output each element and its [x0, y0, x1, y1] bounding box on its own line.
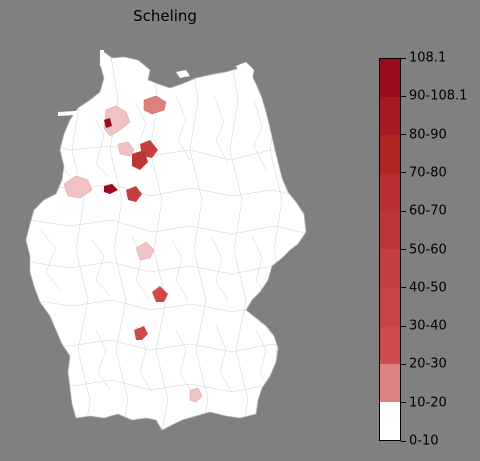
legend-colorbar: [379, 58, 401, 441]
region-wolfsburg: [132, 150, 148, 170]
legend-label: 0-10: [409, 433, 439, 449]
legend-label: 70-80: [409, 165, 447, 181]
legend-swatch: [380, 97, 400, 136]
legend-swatch: [380, 59, 400, 98]
legend-tick: [401, 440, 406, 442]
legend-tick: [401, 402, 406, 404]
legend-label: 60-70: [409, 203, 447, 219]
legend-label: 90-108.1: [409, 88, 468, 104]
legend-tick: [401, 210, 406, 212]
legend-tick: [401, 134, 406, 136]
island-east-frisian: [58, 110, 92, 116]
region-hamburg-west: [103, 105, 131, 137]
region-muenchen-south: [189, 387, 203, 403]
legend-tick: [401, 95, 406, 97]
legend-swatch: [380, 325, 400, 364]
region-fulda: [135, 241, 155, 261]
region-schwerin: [143, 95, 167, 115]
legend-tick: [401, 172, 406, 174]
map-title: Scheling: [133, 7, 197, 25]
legend-label: 20-30: [409, 356, 447, 372]
region-lueneburg: [117, 141, 135, 157]
legend-swatch: [380, 249, 400, 288]
legend-tick: [401, 287, 406, 289]
legend-swatch: [380, 401, 400, 440]
legend-swatch: [380, 211, 400, 250]
germany-outline: [25, 51, 307, 431]
region-hildesheim: [126, 186, 142, 202]
region-osnabrueck: [63, 175, 93, 199]
legend-tick: [401, 363, 406, 365]
legend-tick: [401, 249, 406, 250]
island-ruegen: [236, 62, 254, 80]
region-hamburg-dark: [104, 118, 112, 128]
legend-label: 50-60: [409, 242, 447, 257]
legend-swatch: [380, 173, 400, 212]
legend-swatch: [380, 363, 400, 402]
island-fehmarn: [176, 70, 190, 78]
region-hannover-west: [104, 184, 118, 194]
legend-label: 40-50: [409, 280, 447, 296]
legend-swatch: [380, 287, 400, 326]
region-heilbronn: [134, 326, 148, 340]
legend-label: 80-90: [409, 127, 447, 143]
legend-tick: [401, 325, 406, 327]
legend-label: 30-40: [409, 318, 447, 334]
legend-label: 108.1: [409, 50, 447, 66]
legend-label: 10-20: [409, 395, 447, 411]
legend-swatch: [380, 135, 400, 174]
island-sylt: [100, 50, 104, 68]
legend-tick: [401, 57, 406, 59]
region-wuerzburg: [152, 286, 168, 302]
